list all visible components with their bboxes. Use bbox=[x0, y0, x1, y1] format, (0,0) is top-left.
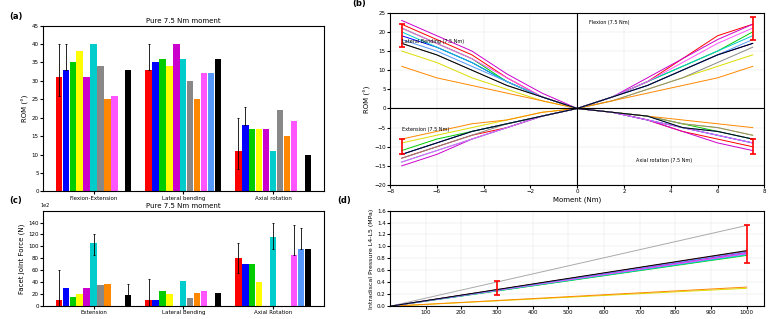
Text: 1e2: 1e2 bbox=[40, 203, 49, 208]
Y-axis label: ROM (°): ROM (°) bbox=[22, 95, 29, 122]
Bar bbox=[277, 110, 283, 191]
Bar bbox=[145, 300, 152, 306]
Bar bbox=[284, 136, 290, 191]
Bar bbox=[201, 291, 207, 306]
Bar bbox=[55, 77, 62, 191]
Bar bbox=[90, 243, 97, 306]
Bar bbox=[215, 293, 222, 306]
Text: Axial rotation (7.5 Nm): Axial rotation (7.5 Nm) bbox=[636, 158, 692, 163]
Bar bbox=[298, 249, 304, 306]
Bar bbox=[69, 63, 76, 191]
Y-axis label: ROM (°): ROM (°) bbox=[364, 85, 371, 113]
Bar bbox=[166, 294, 172, 306]
Text: Extension (7.5 Nm): Extension (7.5 Nm) bbox=[402, 127, 449, 132]
Bar bbox=[105, 99, 111, 191]
Bar bbox=[125, 295, 131, 306]
Bar bbox=[242, 264, 249, 306]
Text: Flexion (7.5 Nm): Flexion (7.5 Nm) bbox=[589, 20, 629, 25]
Bar bbox=[201, 73, 207, 191]
Bar bbox=[98, 66, 104, 191]
X-axis label: Force (N): Force (N) bbox=[562, 318, 593, 319]
Legend: Dreischarf and Rohlmann (In-vitro), FE-median, Kim and Park (FEM), Puttlitz and : Dreischarf and Rohlmann (In-vitro), FE-m… bbox=[451, 225, 704, 241]
Title: Pure 7.5 Nm moment: Pure 7.5 Nm moment bbox=[146, 203, 221, 209]
Bar bbox=[76, 51, 83, 191]
Bar bbox=[207, 73, 215, 191]
Bar bbox=[159, 291, 165, 306]
Bar bbox=[304, 249, 311, 306]
Bar bbox=[270, 151, 276, 191]
Bar bbox=[62, 70, 69, 191]
Bar bbox=[152, 300, 159, 306]
Bar bbox=[242, 125, 249, 191]
Bar bbox=[69, 297, 76, 306]
Bar bbox=[256, 129, 262, 191]
Bar bbox=[304, 154, 311, 191]
Bar bbox=[256, 282, 262, 306]
Bar bbox=[187, 299, 193, 306]
Y-axis label: Intradiscal Pressure L4-L5 (MPa): Intradiscal Pressure L4-L5 (MPa) bbox=[369, 208, 374, 308]
Bar bbox=[105, 284, 111, 306]
Bar bbox=[215, 59, 222, 191]
Legend: Dreischarf and Rohlmann (In-vitro), FE-median, Kim and Park (FEM), Puttlitz and : Dreischarf and Rohlmann (In-vitro), FE-m… bbox=[58, 237, 308, 253]
Bar bbox=[180, 59, 186, 191]
Bar bbox=[112, 96, 118, 191]
Title: Pure 7.5 Nm moment: Pure 7.5 Nm moment bbox=[146, 18, 221, 24]
Y-axis label: Facet Joint Force (N): Facet Joint Force (N) bbox=[19, 223, 26, 293]
Bar bbox=[125, 70, 131, 191]
Bar bbox=[55, 300, 62, 306]
Bar bbox=[173, 44, 179, 191]
Bar bbox=[236, 151, 242, 191]
Bar bbox=[194, 99, 200, 191]
Bar bbox=[83, 77, 90, 191]
Bar bbox=[166, 66, 172, 191]
Bar bbox=[180, 281, 186, 306]
Bar bbox=[263, 129, 269, 191]
Bar bbox=[270, 237, 276, 306]
Bar bbox=[145, 70, 152, 191]
Bar bbox=[194, 293, 200, 306]
Bar bbox=[249, 129, 255, 191]
X-axis label: Moment (Nm): Moment (Nm) bbox=[553, 197, 601, 204]
Bar bbox=[236, 258, 242, 306]
Text: (d): (d) bbox=[338, 196, 351, 205]
Bar bbox=[152, 63, 159, 191]
Bar bbox=[249, 264, 255, 306]
Text: (c): (c) bbox=[9, 196, 22, 205]
Bar bbox=[62, 288, 69, 306]
Bar bbox=[76, 294, 83, 306]
Bar bbox=[291, 121, 297, 191]
Text: (b): (b) bbox=[353, 0, 367, 8]
Bar bbox=[98, 285, 104, 306]
Bar bbox=[187, 81, 193, 191]
Bar bbox=[159, 59, 165, 191]
Bar bbox=[83, 288, 90, 306]
Text: (a): (a) bbox=[9, 12, 23, 21]
Bar bbox=[291, 256, 297, 306]
Text: Lateral Bending (7.5 Nm): Lateral Bending (7.5 Nm) bbox=[402, 39, 464, 44]
Bar bbox=[90, 44, 97, 191]
